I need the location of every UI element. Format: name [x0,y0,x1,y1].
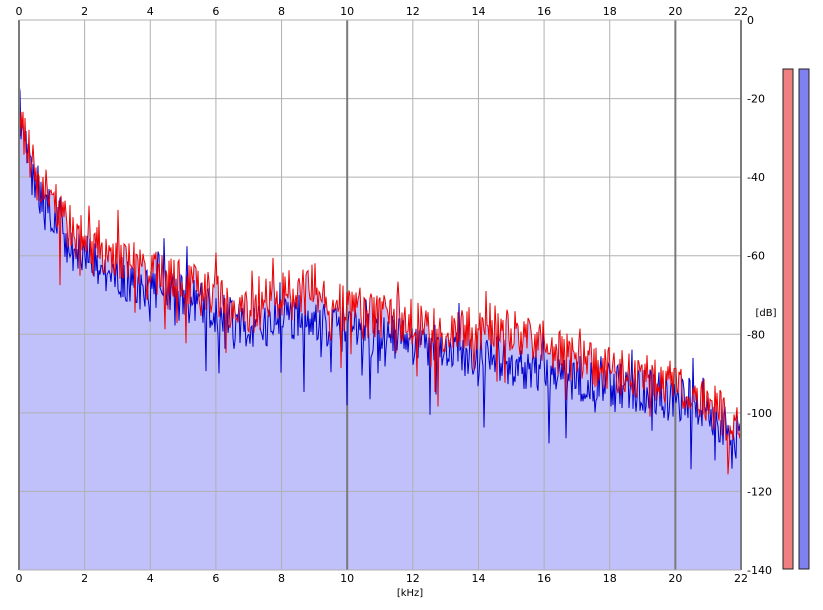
right-level-meter [798,68,810,570]
x-tick-label-top: 20 [668,5,682,18]
x-tick-label-bottom: 6 [212,572,219,585]
x-tick-label-top: 0 [16,5,23,18]
level-meters [782,68,810,570]
x-tick-label-top: 8 [278,5,285,18]
x-tick-labels-bottom: 0 2 4 6 8 10 12 14 16 18 20 22 [16,572,749,585]
x-tick-label-top: 22 [734,5,748,18]
x-tick-label-bottom: 10 [340,572,354,585]
y-tick-label: -60 [747,250,765,263]
y-tick-label: -20 [747,93,765,106]
left-level-meter [782,68,794,570]
y-tick-label: 0 [747,14,754,27]
x-tick-label-top: 2 [81,5,88,18]
x-tick-label-bottom: 18 [603,572,617,585]
y-tick-labels: 0 -20 -40 -60 -80 -100 -120 -140 [747,14,772,577]
spectrum-fill [19,84,741,571]
chart-axes [18,19,742,571]
spectrum-fill-area [19,84,741,571]
y-tick-label: -120 [747,485,772,498]
x-tick-labels-top: 0 2 4 6 8 10 12 14 16 18 20 22 [16,5,749,18]
x-tick-label-bottom: 0 [16,572,23,585]
x-tick-label-bottom: 16 [537,572,551,585]
series-line-left-channel [18,111,742,475]
y-tick-label: -140 [747,564,772,577]
x-tick-label-bottom: 14 [471,572,485,585]
y-axis-unit-label: [dB] [755,308,776,319]
y-tick-label: -80 [747,328,765,341]
y-tick-label: -100 [747,407,772,420]
spectrum-series [18,84,742,475]
x-tick-label-bottom: 12 [406,572,420,585]
x-tick-label-top: 14 [471,5,485,18]
x-tick-label-top: 4 [147,5,154,18]
x-tick-label-bottom: 20 [668,572,682,585]
x-tick-label-bottom: 8 [278,572,285,585]
x-tick-label-top: 12 [406,5,420,18]
x-tick-label-bottom: 22 [734,572,748,585]
x-tick-label-bottom: 2 [81,572,88,585]
y-tick-label: -40 [747,171,765,184]
x-tick-label-bottom: 4 [147,572,154,585]
x-axis-unit-label: [kHz] [397,588,423,599]
x-tick-label-top: 6 [212,5,219,18]
x-tick-label-top: 18 [603,5,617,18]
x-tick-label-top: 10 [340,5,354,18]
x-tick-label-top: 16 [537,5,551,18]
